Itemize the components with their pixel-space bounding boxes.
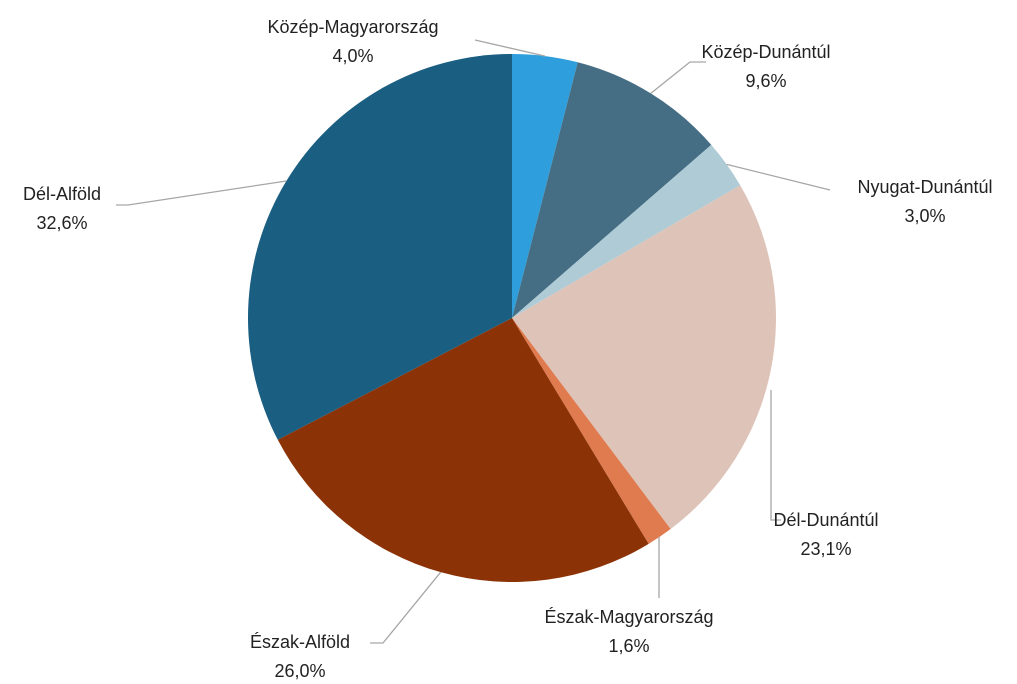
pie-slice — [512, 185, 777, 530]
leader-line — [474, 39, 546, 57]
slice-label: Dél-Dunántúl — [773, 510, 878, 530]
leader-line — [770, 390, 781, 521]
slice-label: Észak-Magyarország — [544, 607, 713, 627]
pie-slice — [512, 62, 712, 318]
leader-line — [370, 571, 442, 644]
slice-value-label: 3,0% — [904, 206, 945, 226]
pie-slice — [512, 318, 671, 544]
slice-label: Észak-Alföld — [250, 632, 350, 652]
slice-value-label: 9,6% — [745, 71, 786, 91]
slice-label: Dél-Alföld — [23, 184, 101, 204]
slice-value-label: 4,0% — [332, 46, 373, 66]
slice-value-label: 32,6% — [36, 213, 87, 233]
pie-slice — [277, 318, 649, 583]
leader-line — [650, 61, 706, 94]
leader-line — [726, 163, 831, 191]
slice-value-label: 1,6% — [608, 636, 649, 656]
slice-label: Nyugat-Dunántúl — [857, 177, 992, 197]
slice-value-label: 23,1% — [800, 539, 851, 559]
slice-value-label: 26,0% — [274, 661, 325, 681]
leader-line — [116, 180, 287, 206]
pie-slice — [248, 54, 513, 440]
slice-label: Közép-Dunántúl — [701, 42, 830, 62]
pie-slice — [512, 144, 741, 318]
pie-slice — [512, 54, 578, 318]
slice-label: Közép-Magyarország — [267, 17, 438, 37]
